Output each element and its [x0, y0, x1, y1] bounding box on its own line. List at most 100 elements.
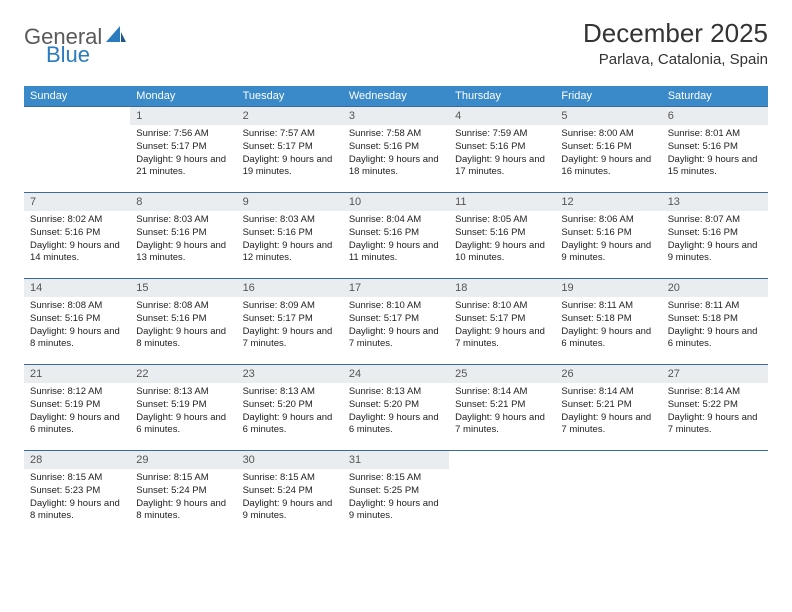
day-number: 27 — [662, 365, 768, 383]
sunset-text: Sunset: 5:16 PM — [668, 227, 762, 240]
day-number: 3 — [343, 107, 449, 125]
sunset-text: Sunset: 5:24 PM — [243, 485, 337, 498]
day-cell: 27Sunrise: 8:14 AMSunset: 5:22 PMDayligh… — [662, 365, 768, 451]
sunset-text: Sunset: 5:19 PM — [136, 399, 230, 412]
day-cell: 11Sunrise: 8:05 AMSunset: 5:16 PMDayligh… — [449, 193, 555, 279]
logo-word2: Blue — [46, 42, 90, 67]
col-mon: Monday — [130, 86, 236, 107]
day-number: 28 — [24, 451, 130, 469]
sunrise-text: Sunrise: 8:00 AM — [561, 128, 655, 141]
day-cell: 9Sunrise: 8:03 AMSunset: 5:16 PMDaylight… — [237, 193, 343, 279]
sunset-text: Sunset: 5:18 PM — [561, 313, 655, 326]
day-number: 19 — [555, 279, 661, 297]
daylight-text: Daylight: 9 hours and 11 minutes. — [349, 240, 443, 266]
day-cell: 18Sunrise: 8:10 AMSunset: 5:17 PMDayligh… — [449, 279, 555, 365]
daylight-text: Daylight: 9 hours and 10 minutes. — [455, 240, 549, 266]
daylight-text: Daylight: 9 hours and 9 minutes. — [668, 240, 762, 266]
day-content: Sunrise: 8:11 AMSunset: 5:18 PMDaylight:… — [555, 297, 661, 354]
day-number: 2 — [237, 107, 343, 125]
sunrise-text: Sunrise: 8:05 AM — [455, 214, 549, 227]
day-content: Sunrise: 8:03 AMSunset: 5:16 PMDaylight:… — [237, 211, 343, 268]
day-cell: 10Sunrise: 8:04 AMSunset: 5:16 PMDayligh… — [343, 193, 449, 279]
sunrise-text: Sunrise: 7:56 AM — [136, 128, 230, 141]
sunrise-text: Sunrise: 8:04 AM — [349, 214, 443, 227]
day-content: Sunrise: 8:04 AMSunset: 5:16 PMDaylight:… — [343, 211, 449, 268]
daylight-text: Daylight: 9 hours and 7 minutes. — [668, 412, 762, 438]
sunset-text: Sunset: 5:21 PM — [455, 399, 549, 412]
daylight-text: Daylight: 9 hours and 8 minutes. — [30, 326, 124, 352]
day-cell: 20Sunrise: 8:11 AMSunset: 5:18 PMDayligh… — [662, 279, 768, 365]
daylight-text: Daylight: 9 hours and 7 minutes. — [561, 412, 655, 438]
day-content: Sunrise: 8:00 AMSunset: 5:16 PMDaylight:… — [555, 125, 661, 182]
day-content: Sunrise: 8:09 AMSunset: 5:17 PMDaylight:… — [237, 297, 343, 354]
day-number: 25 — [449, 365, 555, 383]
sunrise-text: Sunrise: 8:01 AM — [668, 128, 762, 141]
day-content: Sunrise: 8:15 AMSunset: 5:23 PMDaylight:… — [24, 469, 130, 526]
sunset-text: Sunset: 5:16 PM — [136, 227, 230, 240]
daylight-text: Daylight: 9 hours and 8 minutes. — [136, 326, 230, 352]
logo-word2-wrap: Blue — [24, 42, 90, 68]
day-cell: 4Sunrise: 7:59 AMSunset: 5:16 PMDaylight… — [449, 107, 555, 193]
sunrise-text: Sunrise: 8:03 AM — [243, 214, 337, 227]
sunrise-text: Sunrise: 7:59 AM — [455, 128, 549, 141]
daylight-text: Daylight: 9 hours and 7 minutes. — [349, 326, 443, 352]
sunrise-text: Sunrise: 8:02 AM — [30, 214, 124, 227]
day-content: Sunrise: 8:11 AMSunset: 5:18 PMDaylight:… — [662, 297, 768, 354]
day-content: Sunrise: 8:06 AMSunset: 5:16 PMDaylight:… — [555, 211, 661, 268]
daylight-text: Daylight: 9 hours and 6 minutes. — [349, 412, 443, 438]
day-number: 7 — [24, 193, 130, 211]
day-content: Sunrise: 8:05 AMSunset: 5:16 PMDaylight:… — [449, 211, 555, 268]
col-sat: Saturday — [662, 86, 768, 107]
day-content: Sunrise: 7:59 AMSunset: 5:16 PMDaylight:… — [449, 125, 555, 182]
day-number: 17 — [343, 279, 449, 297]
sunrise-text: Sunrise: 8:08 AM — [30, 300, 124, 313]
sunrise-text: Sunrise: 8:06 AM — [561, 214, 655, 227]
day-cell: 22Sunrise: 8:13 AMSunset: 5:19 PMDayligh… — [130, 365, 236, 451]
day-number: 9 — [237, 193, 343, 211]
day-cell — [449, 451, 555, 537]
day-content: Sunrise: 8:15 AMSunset: 5:25 PMDaylight:… — [343, 469, 449, 526]
sunrise-text: Sunrise: 7:57 AM — [243, 128, 337, 141]
daylight-text: Daylight: 9 hours and 9 minutes. — [243, 498, 337, 524]
day-cell: 6Sunrise: 8:01 AMSunset: 5:16 PMDaylight… — [662, 107, 768, 193]
day-cell — [662, 451, 768, 537]
sunset-text: Sunset: 5:24 PM — [136, 485, 230, 498]
header-row: Sunday Monday Tuesday Wednesday Thursday… — [24, 86, 768, 107]
sunrise-text: Sunrise: 8:15 AM — [349, 472, 443, 485]
sunrise-text: Sunrise: 8:15 AM — [243, 472, 337, 485]
sunrise-text: Sunrise: 8:08 AM — [136, 300, 230, 313]
day-number: 30 — [237, 451, 343, 469]
location: Parlava, Catalonia, Spain — [583, 51, 768, 68]
day-cell: 24Sunrise: 8:13 AMSunset: 5:20 PMDayligh… — [343, 365, 449, 451]
day-cell: 16Sunrise: 8:09 AMSunset: 5:17 PMDayligh… — [237, 279, 343, 365]
week-row: 14Sunrise: 8:08 AMSunset: 5:16 PMDayligh… — [24, 279, 768, 365]
sunset-text: Sunset: 5:16 PM — [455, 227, 549, 240]
day-number: 24 — [343, 365, 449, 383]
day-cell: 3Sunrise: 7:58 AMSunset: 5:16 PMDaylight… — [343, 107, 449, 193]
day-cell: 1Sunrise: 7:56 AMSunset: 5:17 PMDaylight… — [130, 107, 236, 193]
sunset-text: Sunset: 5:16 PM — [561, 227, 655, 240]
day-number: 10 — [343, 193, 449, 211]
day-number: 21 — [24, 365, 130, 383]
day-content: Sunrise: 8:03 AMSunset: 5:16 PMDaylight:… — [130, 211, 236, 268]
day-cell — [555, 451, 661, 537]
daylight-text: Daylight: 9 hours and 13 minutes. — [136, 240, 230, 266]
sail-icon — [106, 26, 126, 49]
col-wed: Wednesday — [343, 86, 449, 107]
day-cell: 19Sunrise: 8:11 AMSunset: 5:18 PMDayligh… — [555, 279, 661, 365]
day-cell: 29Sunrise: 8:15 AMSunset: 5:24 PMDayligh… — [130, 451, 236, 537]
daylight-text: Daylight: 9 hours and 8 minutes. — [30, 498, 124, 524]
daylight-text: Daylight: 9 hours and 7 minutes. — [243, 326, 337, 352]
sunrise-text: Sunrise: 8:15 AM — [136, 472, 230, 485]
daylight-text: Daylight: 9 hours and 18 minutes. — [349, 154, 443, 180]
week-row: 7Sunrise: 8:02 AMSunset: 5:16 PMDaylight… — [24, 193, 768, 279]
sunrise-text: Sunrise: 8:11 AM — [668, 300, 762, 313]
day-content: Sunrise: 8:14 AMSunset: 5:22 PMDaylight:… — [662, 383, 768, 440]
daylight-text: Daylight: 9 hours and 7 minutes. — [455, 412, 549, 438]
sunset-text: Sunset: 5:16 PM — [243, 227, 337, 240]
day-number: 8 — [130, 193, 236, 211]
sunset-text: Sunset: 5:16 PM — [30, 227, 124, 240]
sunrise-text: Sunrise: 8:07 AM — [668, 214, 762, 227]
sunrise-text: Sunrise: 8:13 AM — [349, 386, 443, 399]
day-cell: 31Sunrise: 8:15 AMSunset: 5:25 PMDayligh… — [343, 451, 449, 537]
